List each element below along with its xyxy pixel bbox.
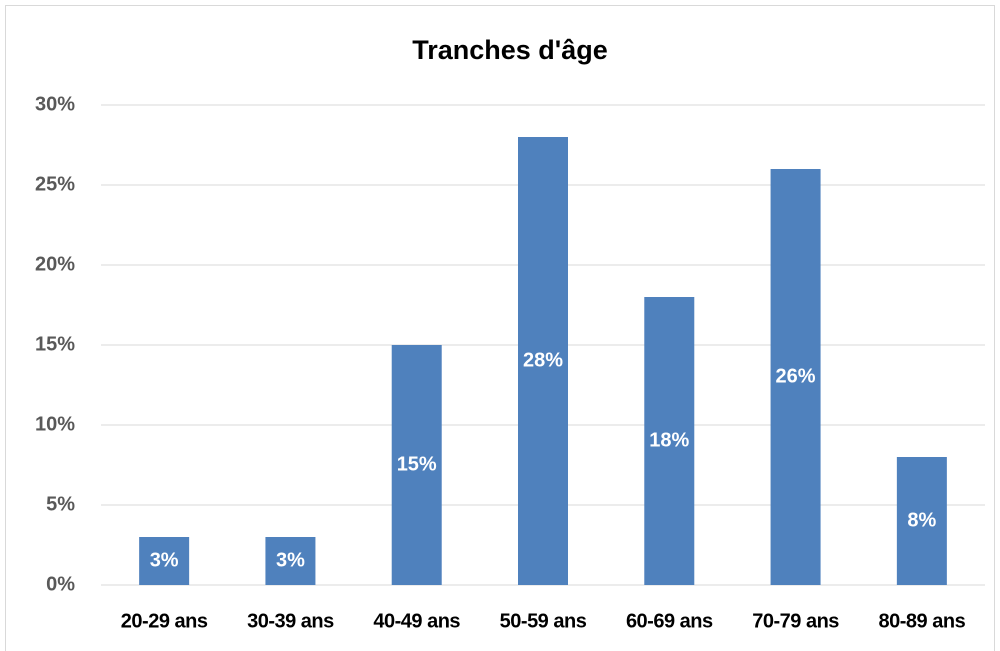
x-tick-label: 20-29 ans: [121, 610, 208, 632]
x-tick-label: 60-69 ans: [626, 610, 713, 632]
y-tick-label: 20%: [35, 253, 75, 275]
data-label: 28%: [523, 349, 563, 371]
y-tick-label: 5%: [46, 493, 75, 515]
bar: [139, 537, 190, 585]
y-tick-label: 15%: [35, 333, 75, 355]
x-tick-label: 50-59 ans: [500, 610, 587, 632]
data-label: 15%: [397, 453, 437, 475]
bar: [518, 137, 568, 585]
y-tick-label: 0%: [46, 573, 75, 595]
bar: [391, 345, 442, 585]
bar: [644, 297, 695, 585]
y-tick-label: 10%: [35, 413, 75, 435]
data-label: 8%: [907, 509, 936, 531]
y-tick-label: 30%: [35, 93, 75, 115]
data-label: 3%: [150, 549, 179, 571]
x-tick-label: 70-79 ans: [752, 610, 839, 632]
bar: [265, 537, 316, 585]
data-label: 3%: [276, 549, 305, 571]
x-tick-label: 80-89 ans: [879, 610, 966, 632]
x-tick-label: 30-39 ans: [247, 610, 334, 632]
data-label: 18%: [649, 429, 689, 451]
bar: [770, 169, 821, 585]
data-label: 26%: [776, 365, 816, 387]
bar: [896, 457, 947, 585]
x-tick-label: 40-49 ans: [373, 610, 460, 632]
chart-title: Tranches d'âge: [412, 35, 608, 65]
y-tick-label: 25%: [35, 173, 75, 195]
